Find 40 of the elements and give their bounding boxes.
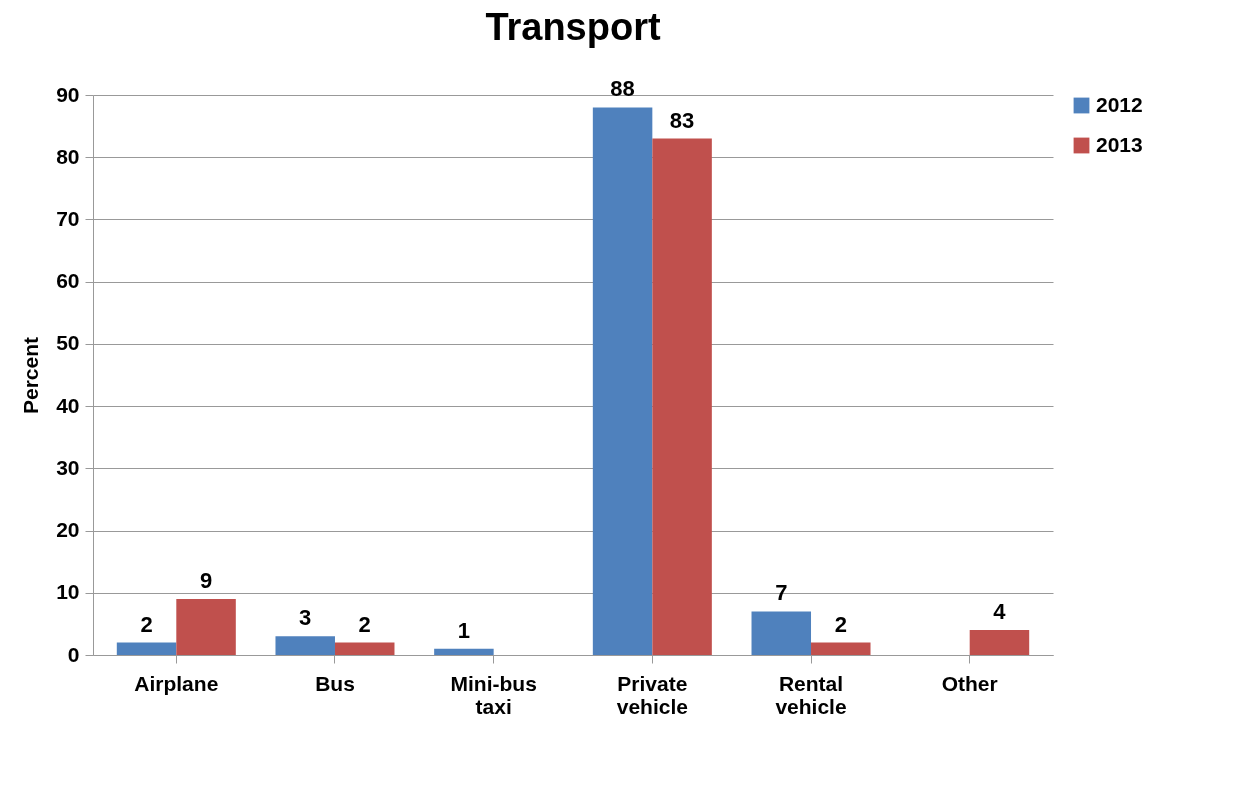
x-tick-label: Other	[941, 671, 998, 695]
y-tick-label: 30	[56, 455, 80, 479]
y-tick-label: 90	[56, 82, 80, 106]
y-tick-label: 40	[56, 393, 80, 417]
x-tick-label: Mini-bus taxi	[450, 671, 537, 718]
data-label: 2	[358, 611, 371, 637]
bar	[176, 599, 236, 655]
y-tick-label: 60	[56, 269, 80, 293]
data-label: 9	[199, 568, 213, 593]
chart-title: Transport	[485, 6, 661, 49]
x-tick-label: Rental vehicle	[775, 671, 847, 718]
x-tick-label: Airplane	[134, 671, 219, 695]
data-label: 1	[457, 617, 471, 643]
legend-label: 2013	[1096, 132, 1143, 156]
legend-label: 2012	[1096, 92, 1143, 116]
data-label: 83	[669, 107, 695, 133]
bar	[434, 648, 494, 655]
x-tick-label: Bus	[315, 671, 355, 695]
data-label: 4	[993, 599, 1007, 625]
y-tick-label: 20	[56, 518, 80, 542]
bar	[811, 642, 871, 655]
data-label: 88	[610, 76, 635, 102]
x-tick-label: Private vehicle	[616, 671, 688, 718]
y-axis-title: Percent	[19, 336, 43, 415]
bar	[116, 642, 177, 655]
bar	[751, 611, 812, 655]
data-label: 3	[299, 605, 312, 631]
bar	[652, 138, 712, 655]
data-label: 2	[834, 611, 847, 637]
bar	[275, 636, 335, 655]
y-tick-label: 50	[56, 331, 80, 355]
y-tick-label: 80	[56, 144, 80, 168]
bar	[592, 107, 653, 655]
y-tick-label: 10	[56, 580, 80, 604]
data-label: 2	[140, 611, 153, 637]
y-tick-label: 70	[56, 206, 80, 230]
y-tick-label: 0	[67, 642, 80, 666]
bar	[334, 642, 395, 655]
bar	[969, 630, 1030, 655]
data-label: 7	[775, 580, 788, 606]
